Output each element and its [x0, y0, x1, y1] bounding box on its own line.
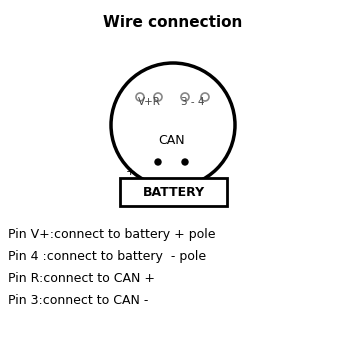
Text: Pin 3:connect to CAN -: Pin 3:connect to CAN - — [8, 294, 149, 307]
Text: +: + — [125, 167, 135, 177]
Text: -: - — [213, 164, 217, 177]
Text: BATTERY: BATTERY — [142, 186, 205, 199]
Circle shape — [182, 159, 188, 165]
Bar — [120, 178, 227, 206]
Circle shape — [136, 93, 144, 101]
Circle shape — [201, 93, 209, 101]
Text: Pin 4 :connect to battery  - pole: Pin 4 :connect to battery - pole — [8, 250, 206, 263]
Text: Pin V+:connect to battery + pole: Pin V+:connect to battery + pole — [8, 228, 215, 241]
Circle shape — [155, 159, 161, 165]
Text: CAN: CAN — [159, 134, 185, 147]
Text: V+R: V+R — [137, 97, 160, 107]
Circle shape — [181, 93, 189, 101]
Text: 3 - 4: 3 - 4 — [181, 97, 205, 107]
Circle shape — [154, 93, 162, 101]
Circle shape — [111, 63, 235, 187]
Text: Wire connection: Wire connection — [103, 15, 243, 30]
Text: Pin R:connect to CAN +: Pin R:connect to CAN + — [8, 272, 155, 285]
